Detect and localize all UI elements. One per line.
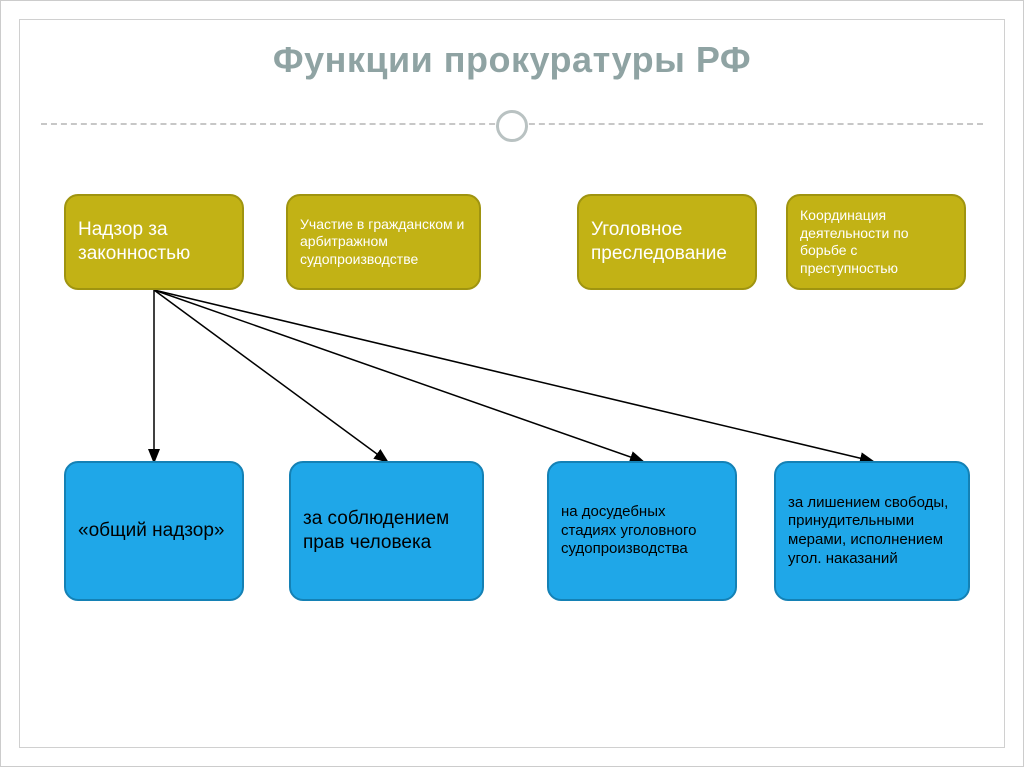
title-ornament-circle (496, 110, 528, 142)
box-label: Надзор за законностью (78, 218, 230, 266)
page-title: Функции прокуратуры РФ (1, 39, 1023, 81)
box-label: на досудебных стадиях уголовного судопро… (561, 503, 723, 559)
function-box: Участие в гражданском и арбитражном судо… (286, 194, 481, 290)
function-box: Надзор за законностью (64, 194, 244, 290)
box-label: Уголовное преследование (591, 218, 743, 266)
subfunction-box: за лишением свободы, принудительными мер… (774, 461, 970, 601)
subfunction-box: на досудебных стадиях уголовного судопро… (547, 461, 737, 601)
box-label: за соблюдением прав человека (303, 507, 470, 555)
box-label: Участие в гражданском и арбитражном судо… (300, 216, 467, 269)
box-label: за лишением свободы, принудительными мер… (788, 494, 956, 569)
function-box: Координация деятельности по борьбе с пре… (786, 194, 966, 290)
box-label: «общий надзор» (78, 519, 225, 543)
slide: Функции прокуратуры РФ Надзор за законно… (0, 0, 1024, 767)
subfunction-box: за соблюдением прав человека (289, 461, 484, 601)
box-label: Координация деятельности по борьбе с пре… (800, 207, 952, 277)
subfunction-box: «общий надзор» (64, 461, 244, 601)
function-box: Уголовное преследование (577, 194, 757, 290)
